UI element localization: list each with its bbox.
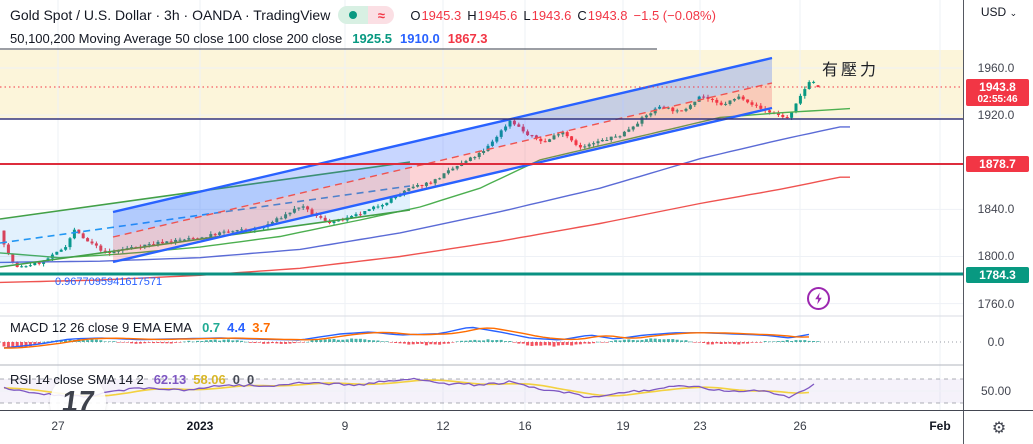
delayed-data-icon: ≈ (368, 6, 395, 24)
currency-dropdown[interactable]: USD ⌄ (980, 5, 1018, 19)
level-price-badge: 1784.3 (966, 266, 1029, 283)
gear-icon: ⚙ (991, 420, 1007, 437)
ohlc-values: O1945.3 H1945.6 L1943.6 C1943.8 −1.5 (−0.08%… (410, 8, 716, 23)
green-dot-icon (349, 11, 358, 19)
ma-legend-values: 1925.5 1910.0 1867.3 (352, 31, 487, 46)
ohlc-h: H1945.6 (467, 7, 518, 23)
macd-legend-label: MACD 12 26 close 9 EMA EMA (10, 320, 193, 335)
current-price-badge: 1943.8 02:55:46 (966, 79, 1029, 107)
ohlc-o: O1945.3 (410, 7, 462, 23)
time-tick-label: 16 (518, 419, 532, 433)
ma50-line (0, 107, 851, 259)
rsi-legend-label: RSI 14 close SMA 14 2 (10, 372, 144, 387)
flash-alert-icon[interactable] (806, 286, 831, 311)
rsi-indicator-legend[interactable]: RSI 14 close SMA 14 2 62.13 58.06 0 0 (10, 372, 254, 387)
macd-value-1: 4.4 (227, 320, 246, 335)
time-axis[interactable]: ⚙ 27 2023 9 12 16 19 23 26 Feb (0, 410, 1033, 444)
rsi-legend-values: 62.13 58.06 0 0 (154, 372, 255, 387)
price-tick-label: 1960.0 (977, 61, 1015, 75)
time-tick-label: 12 (436, 419, 450, 433)
ohlc-l: L1943.6 (523, 7, 572, 23)
price-tick-label: 1920.0 (977, 108, 1015, 123)
price-tick-label: 1840.0 (977, 202, 1015, 217)
chart-canvas[interactable] (0, 0, 963, 410)
time-tick-label: 27 (51, 419, 65, 433)
fib-level-value[interactable]: 0.9677095941617571 (55, 276, 163, 288)
time-tick-label: 9 (341, 419, 349, 433)
level-price-badge: 1878.7 (966, 155, 1029, 172)
rsi-value-3: 0 (247, 372, 255, 387)
ma-indicator-legend[interactable]: 50,100,200 Moving Average 50 close 100 c… (10, 31, 488, 46)
ma100-line (0, 126, 850, 264)
macd-zero-label: 0.0 (987, 335, 1005, 349)
rsi-value-2: 0 (232, 372, 241, 387)
price-tick-label: 1760.0 (977, 296, 1015, 311)
pressure-annotation[interactable]: 有壓力 (822, 62, 880, 79)
macd-value-0: 0.7 (202, 320, 221, 335)
time-tick-label: Feb (929, 419, 951, 433)
ma-value-0: 1925.5 (352, 31, 392, 46)
chevron-down-icon: ⌄ (1009, 8, 1018, 18)
rsi-value-0: 62.13 (153, 372, 187, 387)
ma-value-2: 1867.3 (447, 31, 488, 46)
macd-legend-values: 0.7 4.4 3.7 (202, 320, 270, 335)
rsi-value-1: 58.06 (193, 372, 226, 387)
symbol-title[interactable]: Gold Spot / U.S. Dollar · 3h · OANDA · T… (10, 7, 331, 23)
market-open-indicator (338, 6, 369, 24)
ma-legend-label: 50,100,200 Moving Average 50 close 100 c… (10, 31, 343, 46)
price-tick-label: 1800.0 (977, 249, 1015, 264)
chart-legend-row[interactable]: Gold Spot / U.S. Dollar · 3h · OANDA · T… (10, 6, 716, 24)
price-axis[interactable]: USD ⌄ 1960.0 1920.0 1840.0 1800.0 1760.0 0.0 5… (963, 0, 1033, 410)
macd-indicator-legend[interactable]: MACD 12 26 close 9 EMA EMA 0.7 4.4 3.7 (10, 320, 270, 335)
macd-value-2: 3.7 (252, 320, 271, 335)
time-tick-label: 23 (693, 419, 707, 433)
market-status-pill[interactable]: ≈ (338, 6, 395, 24)
rsi-mid-label: 50.00 (980, 384, 1012, 398)
time-tick-label: 19 (616, 419, 630, 433)
ma-value-1: 1910.0 (399, 31, 440, 46)
ma200-line (0, 176, 850, 284)
axis-settings-button[interactable]: ⚙ (963, 411, 1033, 444)
time-tick-label: 26 (793, 419, 807, 433)
highlight-zone (0, 50, 963, 119)
ohlc-c: C1943.8 (577, 7, 628, 23)
time-tick-label: 2023 (186, 419, 214, 433)
ohlc-change: −1.5 (−0.08%) (633, 7, 716, 23)
